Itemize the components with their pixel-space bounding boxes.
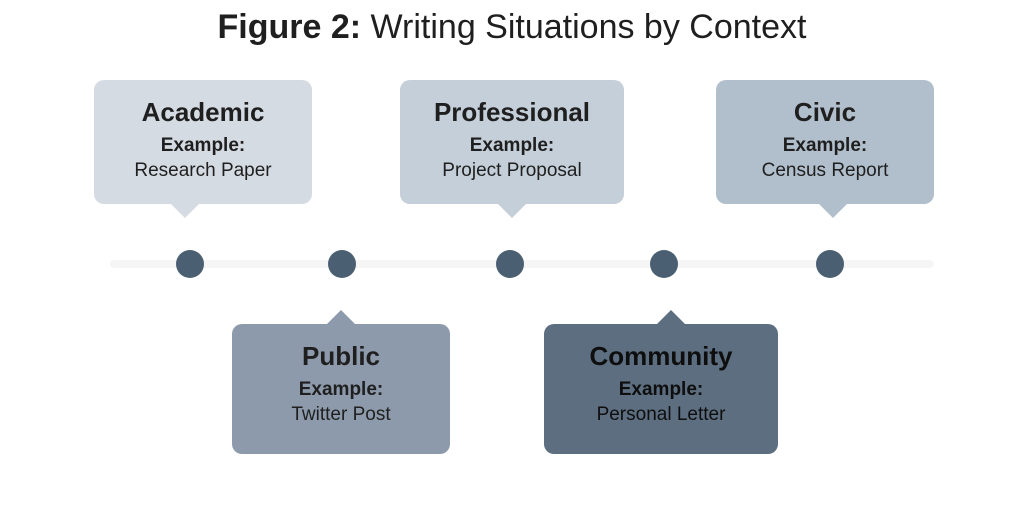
timeline-dot-4 [650, 250, 678, 278]
card-public-example-text: Twitter Post [250, 403, 432, 428]
card-public-name: Public [250, 342, 432, 372]
card-professional: Professional Example:Project Proposal [400, 80, 624, 204]
card-civic-example-text: Census Report [734, 159, 916, 184]
figure-title-prefix: Figure 2: [218, 8, 362, 46]
timeline-dot-2 [328, 250, 356, 278]
card-professional-example-text: Project Proposal [418, 159, 606, 184]
card-academic-example-text: Research Paper [112, 159, 294, 184]
card-professional-pointer [498, 204, 526, 218]
figure-title: Figure 2: Writing Situations by Context [0, 8, 1024, 47]
card-community-pointer [657, 310, 685, 324]
card-academic-pointer [171, 204, 199, 218]
card-community-example-text: Personal Letter [562, 403, 760, 428]
card-civic: Civic Example:Census Report [716, 80, 934, 204]
card-professional-name: Professional [418, 98, 606, 128]
card-public-example-label: Example: [250, 378, 432, 403]
card-community-example-label: Example: [562, 378, 760, 403]
card-civic-pointer [819, 204, 847, 218]
card-academic-example-label: Example: [112, 134, 294, 159]
timeline-dot-1 [176, 250, 204, 278]
card-academic-name: Academic [112, 98, 294, 128]
figure-stage: Figure 2: Writing Situations by Context … [0, 0, 1024, 506]
card-public-pointer [327, 310, 355, 324]
timeline-dot-5 [816, 250, 844, 278]
figure-title-rest: Writing Situations by Context [361, 8, 806, 46]
card-civic-example-label: Example: [734, 134, 916, 159]
card-civic-name: Civic [734, 98, 916, 128]
card-community-name: Community [562, 342, 760, 372]
card-academic: Academic Example:Research Paper [94, 80, 312, 204]
card-public: Public Example:Twitter Post [232, 324, 450, 454]
card-community: Community Example:Personal Letter [544, 324, 778, 454]
card-professional-example-label: Example: [418, 134, 606, 159]
timeline-dot-3 [496, 250, 524, 278]
